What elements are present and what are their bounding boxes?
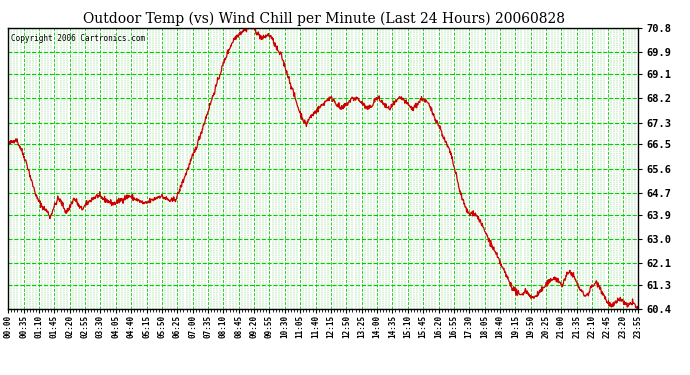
Text: Outdoor Temp (vs) Wind Chill per Minute (Last 24 Hours) 20060828: Outdoor Temp (vs) Wind Chill per Minute … [83,11,565,26]
Text: Copyright 2006 Cartronics.com: Copyright 2006 Cartronics.com [12,34,146,43]
